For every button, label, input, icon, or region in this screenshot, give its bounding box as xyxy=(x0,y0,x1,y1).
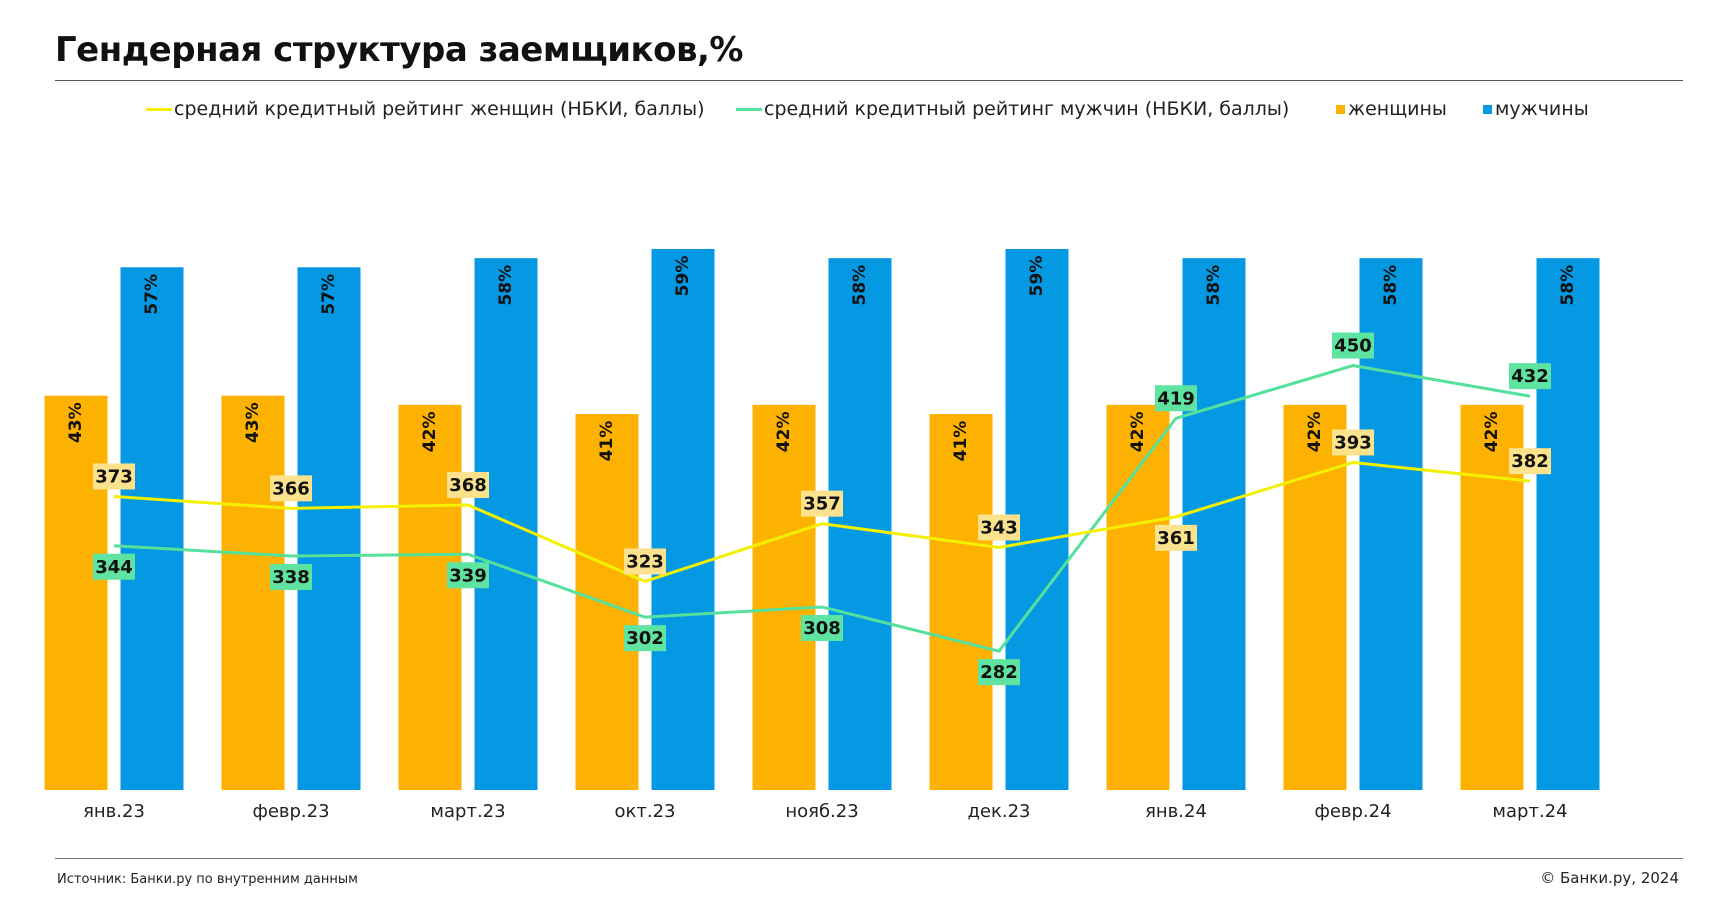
rating-label-men-8: 432 xyxy=(1511,366,1549,387)
rating-label-bg-men-6 xyxy=(1155,385,1197,412)
x-tick-label-8: март.24 xyxy=(1492,801,1567,822)
bar-label-women-4: 42% xyxy=(774,412,794,453)
rating-label-women-6: 361 xyxy=(1157,528,1195,549)
bar-men-6 xyxy=(1182,258,1246,790)
bar-label-men-8: 58% xyxy=(1558,265,1578,306)
chart-title: Гендерная структура заемщиков,% xyxy=(55,30,744,70)
title-divider xyxy=(55,80,1683,81)
legend-item-women: женщины xyxy=(1336,98,1447,120)
legend-item-men: мужчины xyxy=(1483,98,1589,120)
bar-men-0 xyxy=(120,267,184,790)
source-note: Источник: Банки.ру по внутренним данным xyxy=(57,872,358,887)
bar-women-3 xyxy=(575,414,639,790)
bar-label-men-7: 58% xyxy=(1381,265,1401,306)
rating-label-women-0: 373 xyxy=(95,466,133,487)
x-tick-label-0: янв.23 xyxy=(83,801,145,822)
rating-label-bg-women-6 xyxy=(1155,524,1197,551)
rating-label-bg-women-2 xyxy=(447,471,489,498)
x-tick-label-2: март.23 xyxy=(430,801,505,822)
rating-label-men-0: 344 xyxy=(95,557,133,578)
rating-label-bg-women-3 xyxy=(624,548,666,575)
bar-men-8 xyxy=(1536,258,1600,790)
bar-label-women-6: 42% xyxy=(1128,412,1148,453)
rating-label-men-2: 339 xyxy=(449,565,487,586)
rating-label-women-3: 323 xyxy=(626,551,664,572)
bar-label-women-7: 42% xyxy=(1305,412,1325,453)
x-tick-label-1: февр.23 xyxy=(252,801,329,822)
legend-line-women-rating xyxy=(146,107,172,111)
rating-label-bg-men-0 xyxy=(93,553,135,580)
rating-label-bg-women-7 xyxy=(1332,429,1374,456)
x-tick-label-4: нояб.23 xyxy=(785,801,858,822)
bar-men-4 xyxy=(828,258,892,790)
rating-label-bg-men-8 xyxy=(1509,363,1551,390)
rating-label-bg-men-3 xyxy=(624,625,666,652)
legend-label-men: мужчины xyxy=(1495,98,1589,120)
line-men-rating xyxy=(113,364,1531,653)
rating-label-bg-men-1 xyxy=(270,563,312,590)
chart-area: 43% 57% янв.23 43% 57% февр.23 42% 58% март.23 41… xyxy=(44,248,1600,822)
x-tick-label-7: февр.24 xyxy=(1314,801,1391,822)
bar-label-men-0: 57% xyxy=(142,274,162,315)
rating-label-men-1: 338 xyxy=(272,567,310,588)
rating-label-bg-men-2 xyxy=(447,562,489,589)
x-tick-label-3: окт.23 xyxy=(615,801,676,822)
legend-square-men xyxy=(1483,104,1492,114)
x-tick-label-5: дек.23 xyxy=(967,801,1030,822)
legend-line-men-rating xyxy=(736,107,762,111)
copyright: © Банки.ру, 2024 xyxy=(1540,869,1679,887)
bar-men-2 xyxy=(474,258,538,790)
legend-item-women-rating: средний кредитный рейтинг женщин (НБКИ, … xyxy=(146,98,705,120)
rating-label-women-1: 366 xyxy=(272,478,310,499)
rating-label-bg-women-1 xyxy=(270,475,312,502)
rating-label-bg-men-4 xyxy=(801,614,843,641)
line-women-rating xyxy=(113,460,1531,584)
bar-label-men-3: 59% xyxy=(673,256,693,297)
bar-women-5 xyxy=(929,414,993,790)
bar-women-1 xyxy=(221,395,285,790)
x-tick-label-6: янв.24 xyxy=(1145,801,1207,822)
rating-label-women-5: 343 xyxy=(980,517,1018,538)
bar-label-women-3: 41% xyxy=(597,421,617,462)
bar-women-2 xyxy=(398,404,462,790)
bar-label-men-5: 59% xyxy=(1027,256,1047,297)
rating-label-bg-men-7 xyxy=(1332,332,1374,359)
bar-women-7 xyxy=(1283,404,1347,790)
bar-men-1 xyxy=(297,267,361,790)
bar-men-3 xyxy=(651,248,715,791)
rating-label-men-4: 308 xyxy=(803,618,841,639)
bar-label-men-6: 58% xyxy=(1204,265,1224,306)
rating-label-men-5: 282 xyxy=(980,662,1018,683)
bar-label-men-2: 58% xyxy=(496,265,516,306)
rating-label-bg-women-5 xyxy=(978,514,1020,541)
rating-label-bg-women-8 xyxy=(1509,448,1551,475)
rating-label-women-2: 368 xyxy=(449,475,487,496)
rating-label-bg-women-4 xyxy=(801,490,843,517)
bar-label-women-8: 42% xyxy=(1482,412,1502,453)
legend-label-women: женщины xyxy=(1348,98,1447,120)
rating-label-bg-women-0 xyxy=(93,463,135,490)
bar-women-6 xyxy=(1106,404,1170,790)
legend-label-women-rating: средний кредитный рейтинг женщин (НБКИ, … xyxy=(174,98,705,120)
rating-label-women-4: 357 xyxy=(803,494,841,515)
legend-label-men-rating: средний кредитный рейтинг мужчин (НБКИ, … xyxy=(764,98,1290,120)
bar-label-women-2: 42% xyxy=(420,412,440,453)
bar-women-4 xyxy=(752,404,816,790)
rating-label-men-3: 302 xyxy=(626,628,664,649)
bar-label-men-4: 58% xyxy=(850,265,870,306)
bar-label-women-5: 41% xyxy=(951,421,971,462)
bar-label-women-0: 43% xyxy=(66,402,86,443)
footer-divider xyxy=(55,858,1683,859)
legend-item-men-rating: средний кредитный рейтинг мужчин (НБКИ, … xyxy=(736,98,1289,120)
bar-label-men-1: 57% xyxy=(319,274,339,315)
rating-label-men-6: 419 xyxy=(1157,388,1195,409)
rating-label-women-8: 382 xyxy=(1511,451,1549,472)
legend-square-women xyxy=(1336,104,1345,114)
rating-label-men-7: 450 xyxy=(1334,336,1372,357)
bar-women-0 xyxy=(44,395,108,790)
rating-label-women-7: 393 xyxy=(1334,432,1372,453)
bar-label-women-1: 43% xyxy=(243,402,263,443)
rating-label-bg-men-5 xyxy=(978,659,1020,686)
